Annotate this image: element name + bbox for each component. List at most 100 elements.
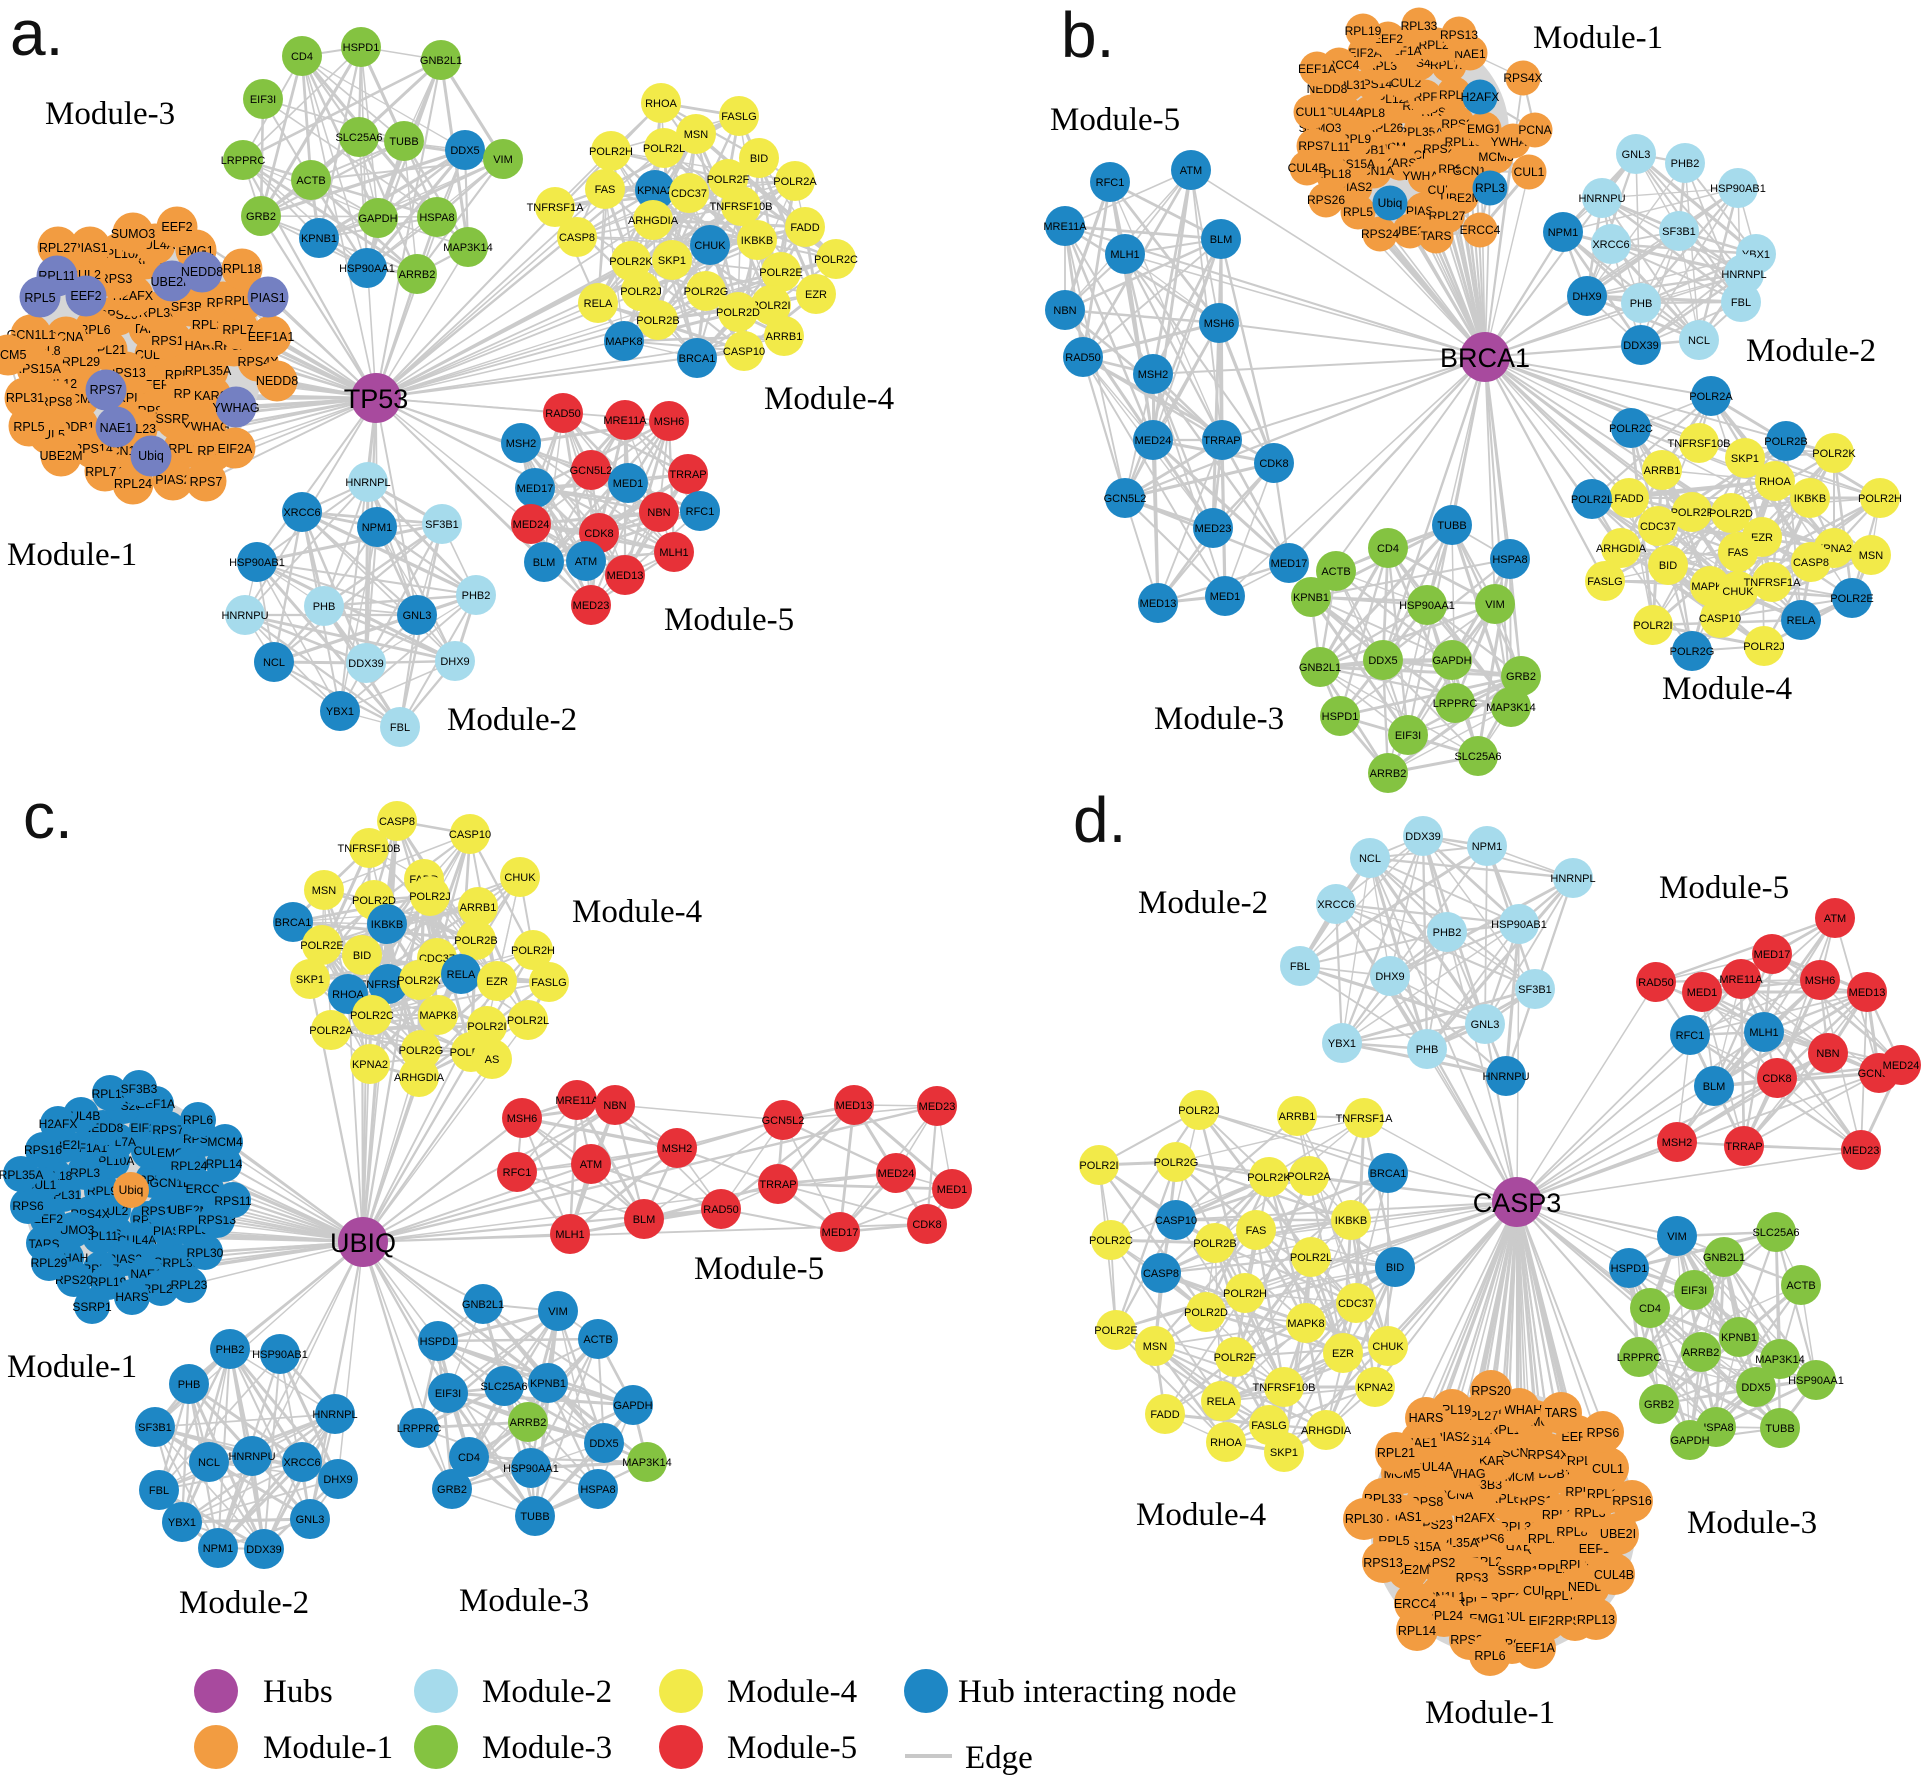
- svg-text:LRPPRC: LRPPRC: [221, 155, 266, 167]
- svg-text:EZR: EZR: [1332, 1348, 1354, 1360]
- svg-text:CHUK: CHUK: [504, 872, 536, 884]
- svg-text:RPL5: RPL5: [24, 291, 55, 305]
- svg-text:MSH6: MSH6: [654, 416, 685, 428]
- svg-text:RPL6: RPL6: [1474, 1649, 1505, 1663]
- svg-text:HSPD1: HSPD1: [1611, 1263, 1648, 1275]
- svg-text:VIM: VIM: [1485, 599, 1505, 611]
- svg-text:NBN: NBN: [1816, 1048, 1839, 1060]
- svg-text:POLR2J: POLR2J: [1743, 641, 1785, 653]
- svg-text:SUMO3: SUMO3: [111, 227, 156, 241]
- svg-text:Module-5: Module-5: [694, 1251, 824, 1287]
- svg-text:RPS7: RPS7: [152, 1123, 184, 1137]
- svg-text:POLR2E: POLR2E: [300, 940, 343, 952]
- svg-text:RAD50: RAD50: [545, 408, 580, 420]
- svg-text:RPL23: RPL23: [171, 1278, 208, 1292]
- svg-text:RPS20: RPS20: [55, 1273, 93, 1287]
- svg-text:ARRB2: ARRB2: [1370, 768, 1407, 780]
- svg-text:ERCC4: ERCC4: [186, 1182, 227, 1196]
- svg-text:SLC25A6: SLC25A6: [1454, 751, 1501, 763]
- svg-text:RPL24: RPL24: [114, 477, 152, 491]
- svg-text:POLR2L: POLR2L: [643, 143, 685, 155]
- svg-text:SLC25A6: SLC25A6: [335, 132, 382, 144]
- svg-text:FASLG: FASLG: [1251, 1420, 1286, 1432]
- svg-text:GRB2: GRB2: [437, 1484, 467, 1496]
- svg-text:RAD50: RAD50: [703, 1204, 738, 1216]
- svg-text:PHB2: PHB2: [216, 1344, 245, 1356]
- svg-text:Module-4: Module-4: [1662, 671, 1792, 707]
- svg-text:POLR2H: POLR2H: [589, 146, 633, 158]
- svg-text:TNFRSF10B: TNFRSF10B: [710, 201, 773, 213]
- svg-text:DHX9: DHX9: [1375, 971, 1404, 983]
- svg-text:HSP90AA1: HSP90AA1: [339, 263, 395, 275]
- svg-text:RPS26: RPS26: [1307, 193, 1345, 207]
- svg-text:NPM1: NPM1: [1548, 227, 1579, 239]
- svg-text:GNB2L1: GNB2L1: [420, 55, 462, 67]
- svg-text:XRCC6: XRCC6: [283, 507, 320, 519]
- svg-text:RPL35A: RPL35A: [185, 364, 232, 378]
- svg-text:PCNA: PCNA: [1518, 123, 1551, 137]
- svg-text:CASP3: CASP3: [1473, 1188, 1562, 1218]
- svg-text:RPL27: RPL27: [39, 241, 77, 255]
- svg-text:PHB2: PHB2: [1433, 927, 1462, 939]
- svg-text:RPS8: RPS8: [40, 395, 73, 409]
- svg-text:RPL9: RPL9: [168, 442, 199, 456]
- svg-text:MAPK8: MAPK8: [419, 1010, 456, 1022]
- svg-text:EIF3I: EIF3I: [1395, 730, 1421, 742]
- svg-text:GRB2: GRB2: [1644, 1399, 1674, 1411]
- svg-text:DDX39: DDX39: [1405, 831, 1440, 843]
- svg-text:H2AFX: H2AFX: [39, 1117, 78, 1131]
- svg-text:HSPA8: HSPA8: [580, 1484, 615, 1496]
- svg-text:NCL: NCL: [198, 1457, 220, 1469]
- svg-text:POLR2K: POLR2K: [1247, 1172, 1291, 1184]
- svg-text:TNFRSF1A: TNFRSF1A: [527, 202, 585, 214]
- svg-text:TUBB: TUBB: [1765, 1423, 1794, 1435]
- svg-text:GAPDH: GAPDH: [613, 1400, 652, 1412]
- svg-text:SF3B3: SF3B3: [121, 1082, 158, 1096]
- svg-text:RPL33: RPL33: [1401, 19, 1438, 33]
- svg-text:POLR2L: POLR2L: [1571, 494, 1613, 506]
- svg-text:TNFRSF1A: TNFRSF1A: [1744, 577, 1802, 589]
- svg-text:CASP10: CASP10: [449, 829, 491, 841]
- svg-text:EEF2: EEF2: [70, 289, 101, 303]
- svg-text:FBL: FBL: [1290, 961, 1310, 973]
- svg-text:Module-2: Module-2: [179, 1585, 309, 1621]
- svg-text:ARHGDIA: ARHGDIA: [628, 215, 679, 227]
- svg-text:DDX39: DDX39: [348, 658, 383, 670]
- svg-text:GCN5L2: GCN5L2: [762, 1115, 805, 1127]
- svg-text:POLR2B: POLR2B: [1764, 436, 1807, 448]
- svg-text:POLR2H: POLR2H: [1223, 1288, 1267, 1300]
- svg-text:MED1: MED1: [937, 1184, 968, 1196]
- svg-text:MLH1: MLH1: [1749, 1027, 1778, 1039]
- svg-text:RPS16: RPS16: [1612, 1494, 1652, 1508]
- svg-text:DDX5: DDX5: [1741, 1382, 1770, 1394]
- svg-text:HARS: HARS: [115, 1290, 148, 1304]
- svg-text:HSP90AB1: HSP90AB1: [252, 1349, 308, 1361]
- svg-text:CDK8: CDK8: [1762, 1073, 1791, 1085]
- svg-text:PIAS2: PIAS2: [1434, 1430, 1469, 1444]
- svg-text:CHUK: CHUK: [1372, 1341, 1404, 1353]
- svg-text:ARRB1: ARRB1: [766, 331, 803, 343]
- svg-text:RPS24: RPS24: [1361, 227, 1399, 241]
- svg-text:POLR2I: POLR2I: [1079, 1160, 1118, 1172]
- svg-text:YBX1: YBX1: [168, 1517, 196, 1529]
- svg-text:NPM1: NPM1: [362, 522, 393, 534]
- svg-text:GAPDH: GAPDH: [1432, 655, 1471, 667]
- svg-text:PIAS1: PIAS1: [72, 241, 107, 255]
- svg-text:POLR2C: POLR2C: [350, 1010, 394, 1022]
- svg-text:CASP8: CASP8: [559, 232, 595, 244]
- svg-text:Module-1: Module-1: [7, 537, 137, 573]
- svg-text:POLR2I: POLR2I: [751, 300, 790, 312]
- svg-text:CUL4A: CUL4A: [1325, 105, 1364, 119]
- svg-text:TNFRSF10B: TNFRSF10B: [1253, 1382, 1316, 1394]
- svg-text:CUL4B: CUL4B: [1288, 161, 1327, 175]
- svg-text:TNFRSF1A: TNFRSF1A: [1336, 1113, 1394, 1125]
- svg-text:MSH6: MSH6: [1805, 975, 1836, 987]
- svg-text:DHX9: DHX9: [1572, 291, 1601, 303]
- svg-text:HNRNPU: HNRNPU: [221, 610, 268, 622]
- svg-text:Module-2: Module-2: [447, 702, 577, 738]
- svg-text:RAD50: RAD50: [1638, 977, 1673, 989]
- svg-text:SF3B1: SF3B1: [1518, 984, 1552, 996]
- svg-text:GNB2L1: GNB2L1: [1703, 1252, 1745, 1264]
- svg-text:POLR2D: POLR2D: [1184, 1307, 1228, 1319]
- svg-text:BRCA1: BRCA1: [679, 353, 716, 365]
